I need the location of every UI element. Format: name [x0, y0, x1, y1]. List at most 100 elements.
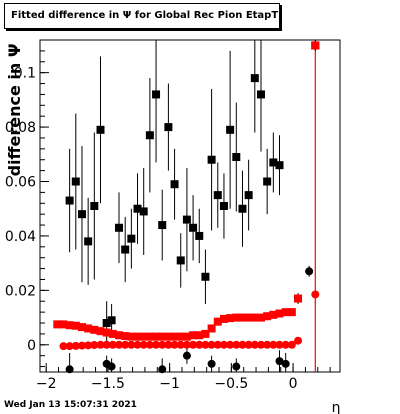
data-point-square	[152, 332, 161, 341]
data-point-square	[84, 237, 93, 246]
data-point-square	[256, 313, 265, 322]
data-point-square	[102, 328, 111, 337]
data-point-square	[189, 331, 198, 340]
data-point-circle	[269, 340, 278, 349]
data-point-square	[250, 313, 259, 322]
data-point-circle	[145, 340, 154, 349]
data-point-circle	[244, 340, 253, 349]
data-point-circle	[133, 340, 142, 349]
data-point-square	[176, 332, 185, 341]
data-point-square	[195, 231, 204, 240]
data-point-square	[232, 153, 241, 162]
data-point-square	[158, 221, 167, 230]
data-point-square	[65, 321, 74, 330]
data-point-square	[158, 332, 167, 341]
data-point-square	[71, 321, 80, 330]
data-point-square	[182, 332, 191, 341]
data-marks	[53, 40, 320, 374]
data-point-circle	[182, 340, 191, 349]
x-tick-label: −1.5	[91, 376, 125, 392]
timestamp-footer: Wed Jan 13 15:07:31 2021	[4, 400, 137, 410]
y-tick-label: 0.02	[5, 283, 36, 299]
data-point-circle	[139, 340, 148, 349]
data-point-square	[226, 125, 235, 134]
data-point-circle	[232, 362, 241, 371]
data-point-square	[213, 317, 222, 326]
chart-title: Fitted difference in Ψ for Global Rec Pi…	[11, 10, 279, 21]
data-point-square	[65, 196, 74, 205]
data-point-square	[133, 204, 142, 213]
data-point-square	[133, 332, 142, 341]
data-point-circle	[152, 340, 161, 349]
plot-frame	[39, 39, 341, 373]
data-point-square	[96, 327, 105, 336]
data-point-square	[170, 180, 179, 189]
data-point-circle	[127, 340, 136, 349]
data-point-square	[53, 320, 62, 329]
data-point-square	[263, 312, 272, 321]
data-point-circle	[102, 340, 111, 349]
data-point-square	[127, 234, 136, 243]
data-point-circle	[90, 341, 99, 350]
data-point-square	[90, 325, 99, 334]
y-tick-label: 0	[27, 338, 36, 354]
data-point-circle	[59, 342, 68, 351]
data-point-square	[145, 131, 154, 140]
data-point-square	[238, 204, 247, 213]
data-point-square	[244, 191, 253, 200]
data-point-square	[107, 316, 116, 325]
data-point-square	[263, 177, 272, 186]
data-point-square	[201, 272, 210, 281]
data-point-square	[275, 309, 284, 318]
data-point-circle	[158, 365, 167, 374]
data-point-circle	[275, 340, 284, 349]
data-point-square	[287, 308, 296, 317]
data-point-circle	[207, 340, 216, 349]
data-point-circle	[115, 340, 124, 349]
data-point-circle	[250, 340, 259, 349]
data-point-circle	[311, 290, 320, 299]
x-tick-label: −2	[36, 376, 57, 392]
data-point-circle	[71, 341, 80, 350]
data-point-square	[152, 90, 161, 99]
data-point-circle	[226, 340, 235, 349]
y-axis-label: difference in Ψ	[5, 44, 24, 177]
data-point-square	[182, 215, 191, 224]
y-tick-label: 0.04	[5, 229, 36, 245]
data-point-square	[207, 155, 216, 164]
y-tick-label: 0.1	[14, 66, 36, 82]
data-point-circle	[213, 340, 222, 349]
x-tick-label: −1	[159, 376, 180, 392]
data-point-square	[256, 90, 265, 99]
data-point-circle	[170, 340, 179, 349]
data-point-square	[145, 332, 154, 341]
data-point-square	[90, 202, 99, 210]
data-point-square	[127, 332, 136, 341]
data-point-circle	[207, 359, 216, 368]
data-point-square	[311, 41, 320, 50]
data-point-circle	[195, 340, 204, 349]
x-axis-label: η	[332, 400, 341, 414]
data-point-square	[281, 308, 290, 317]
data-point-circle	[189, 340, 198, 349]
data-point-square	[226, 314, 235, 323]
data-point-square	[232, 313, 241, 322]
axes: −2 −1.5 −1 −0.5 0 0 0.02 0.04 0.06 0.08 0.1	[5, 50, 331, 392]
x-tick-label: −0.5	[214, 376, 248, 392]
data-point-square	[71, 177, 80, 186]
data-point-square	[84, 324, 93, 333]
data-point-square	[77, 323, 86, 332]
data-point-circle	[275, 357, 284, 366]
data-point-circle	[176, 340, 185, 349]
data-point-circle	[164, 340, 173, 349]
data-point-square	[244, 313, 253, 322]
data-point-square	[77, 210, 86, 219]
data-point-square	[207, 324, 216, 333]
data-point-circle	[281, 340, 290, 349]
data-point-square	[219, 202, 228, 210]
data-point-square	[121, 245, 130, 254]
data-point-square	[189, 223, 198, 232]
data-point-circle	[256, 340, 265, 349]
